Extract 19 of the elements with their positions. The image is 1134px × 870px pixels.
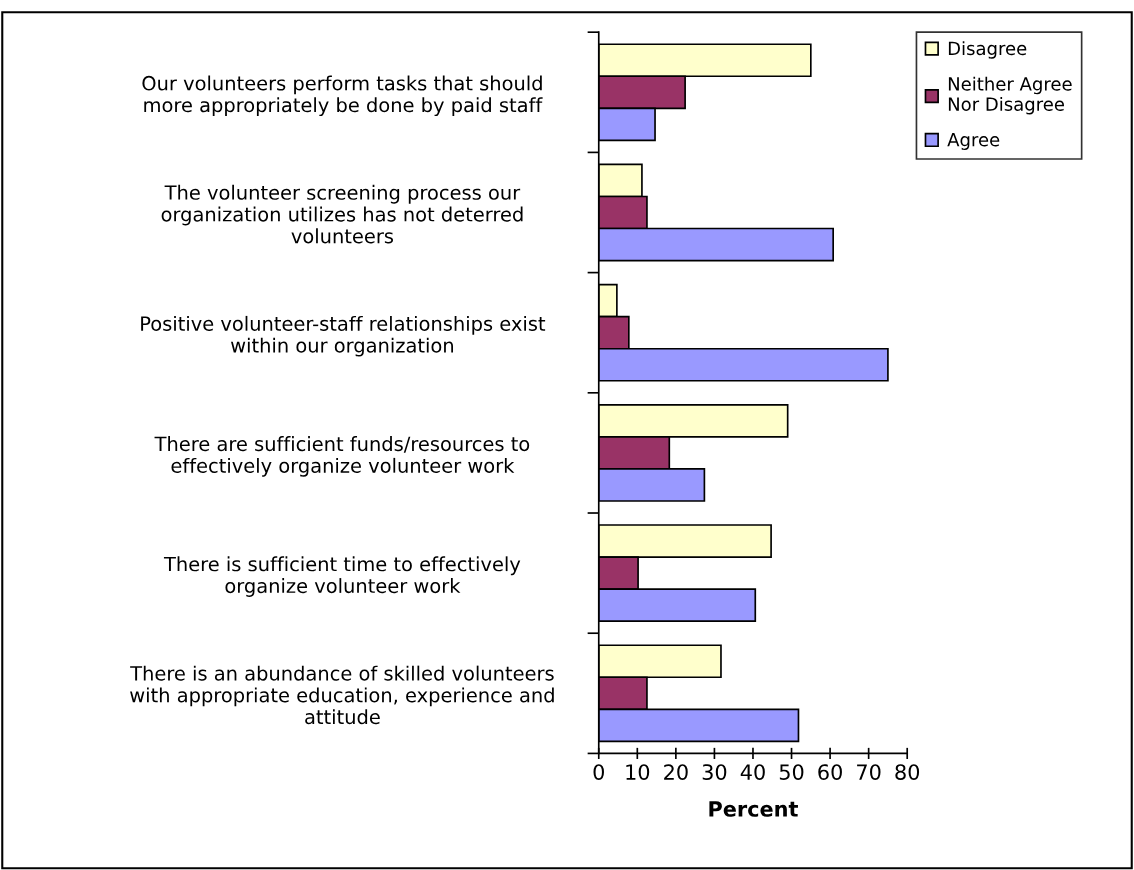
x-tick-label: 40 bbox=[740, 764, 765, 780]
x-tick-label: 80 bbox=[895, 764, 920, 780]
x-tick-label: 0 bbox=[593, 764, 604, 780]
y-tick-label: There is sufficient time to effectively organize volunteer work bbox=[163, 556, 521, 597]
x-tick-label: 70 bbox=[857, 764, 881, 780]
y-tick-label: The volunteer screening process our organization utilizes has not deterred volunteers bbox=[161, 184, 523, 244]
x-tick-label: 30 bbox=[702, 764, 727, 780]
x-axis-title: Percent bbox=[709, 801, 798, 817]
x-tick-label: 50 bbox=[779, 764, 804, 780]
y-tick-label: There is an abundance of skilled volunteers with appropriate education, experience and attitude bbox=[130, 665, 554, 725]
legend-label: Agree bbox=[947, 133, 1000, 150]
y-tick-label: There are sufficient funds/resources to effectively organize volunteer work bbox=[154, 436, 530, 477]
y-tick-label: Positive volunteer-staff relationships exist within our organization bbox=[141, 315, 546, 357]
legend-label: Disagree bbox=[948, 41, 1027, 59]
x-tick-label: 10 bbox=[626, 764, 650, 780]
x-tick-label: 60 bbox=[818, 764, 842, 780]
legend-label: Neither Agree Nor Disagree bbox=[948, 76, 1072, 115]
y-tick-label: Our volunteers perform tasks that should more appropriately be done by paid staff bbox=[142, 75, 543, 117]
x-tick-label: 20 bbox=[664, 764, 688, 780]
